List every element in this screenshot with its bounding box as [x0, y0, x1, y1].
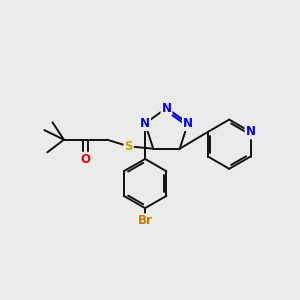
Text: Br: Br: [138, 214, 152, 227]
Text: S: S: [124, 140, 133, 153]
Text: N: N: [140, 117, 150, 130]
Text: N: N: [183, 117, 193, 130]
Text: N: N: [245, 125, 256, 138]
Text: N: N: [161, 101, 172, 115]
Text: O: O: [80, 153, 91, 166]
